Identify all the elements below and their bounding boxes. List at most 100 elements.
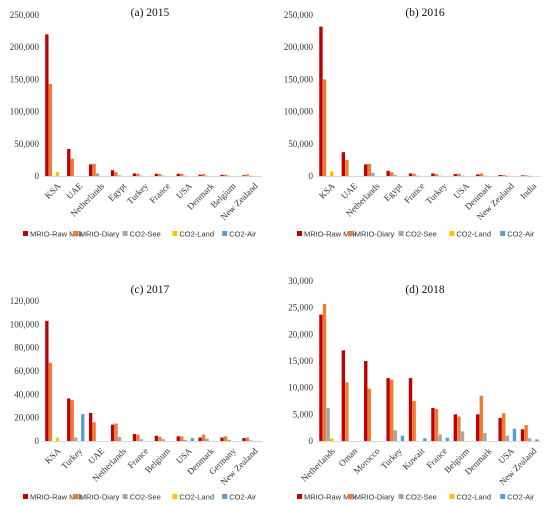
bar xyxy=(154,173,159,176)
bar xyxy=(220,437,224,441)
legend-swatch xyxy=(72,494,78,499)
bar xyxy=(393,175,398,176)
bar xyxy=(92,422,96,441)
legend-label: MRIO-Diary xyxy=(355,230,395,239)
legend-label: MRIO-Diary xyxy=(80,493,120,502)
y-tick-label: 15,000 xyxy=(288,356,313,366)
legend-swatch xyxy=(222,494,228,499)
bar xyxy=(438,175,442,177)
bar xyxy=(55,437,60,441)
y-tick-label: 40,000 xyxy=(14,389,39,399)
y-tick-label: 25,000 xyxy=(288,303,313,313)
legend-label: CO2-See xyxy=(406,230,437,239)
bar xyxy=(245,437,250,441)
y-tick-label: 120,000 xyxy=(10,296,40,306)
chart-title: (c) 2017 xyxy=(131,284,170,296)
bar xyxy=(180,436,184,441)
bar xyxy=(445,437,449,441)
bar xyxy=(117,175,122,176)
bar xyxy=(371,172,375,176)
legend-swatch xyxy=(122,231,128,236)
legend-label: MRIO-Raw Milk xyxy=(30,230,83,239)
bar xyxy=(502,175,506,176)
bar xyxy=(460,175,465,177)
legend-label: CO2-Land xyxy=(456,493,491,502)
y-tick-label: 200,000 xyxy=(284,42,314,52)
bar xyxy=(329,438,334,441)
legend-label: CO2-Air xyxy=(229,230,257,239)
bar xyxy=(386,170,390,176)
y-tick-label: 250,000 xyxy=(10,10,40,20)
x-tick-label: Turkey xyxy=(125,181,151,207)
x-tick-label: Egypt xyxy=(382,181,405,204)
bar xyxy=(67,148,71,176)
chart-title: (d) 2018 xyxy=(405,284,445,296)
bar xyxy=(223,174,228,176)
bar xyxy=(205,175,209,177)
bar xyxy=(139,175,144,177)
bar xyxy=(249,175,253,177)
bar xyxy=(326,407,330,441)
legend-swatch xyxy=(398,231,404,236)
bar xyxy=(520,175,525,176)
bar xyxy=(67,398,71,441)
bar xyxy=(476,174,480,176)
x-tick-label: Turkey xyxy=(59,446,85,472)
x-tick-label: France xyxy=(148,181,172,205)
x-tick-label: Turkey xyxy=(379,446,405,472)
bar xyxy=(110,424,115,441)
y-tick-label: 0 xyxy=(35,436,40,446)
bar xyxy=(139,439,144,441)
bar xyxy=(55,172,60,176)
legend-swatch xyxy=(347,231,353,236)
bar xyxy=(364,164,368,176)
bar xyxy=(74,437,78,441)
bar xyxy=(476,414,480,441)
bar xyxy=(45,34,49,176)
bar xyxy=(453,174,458,176)
bar xyxy=(245,174,250,176)
legend-swatch xyxy=(172,231,178,236)
bar xyxy=(434,174,439,176)
legend-swatch xyxy=(23,494,28,499)
bar xyxy=(45,320,49,441)
legend-label: CO2-Land xyxy=(179,493,214,502)
x-tick-label: KSA xyxy=(43,181,63,201)
bar xyxy=(319,314,323,441)
bar xyxy=(505,435,510,441)
bar xyxy=(408,378,413,441)
legend-label: MRIO-Diary xyxy=(355,493,395,502)
bar xyxy=(96,173,100,176)
bar xyxy=(114,172,118,176)
bar xyxy=(154,435,159,441)
bar xyxy=(431,173,435,176)
bar xyxy=(483,175,487,177)
legend-swatch xyxy=(172,494,178,499)
bar xyxy=(70,158,74,176)
bar xyxy=(132,434,137,441)
bar xyxy=(329,171,334,176)
bar xyxy=(341,152,346,176)
bar xyxy=(223,436,228,441)
bar xyxy=(183,439,187,441)
y-tick-label: 0 xyxy=(309,171,314,181)
bar xyxy=(117,436,122,441)
bar xyxy=(88,413,93,441)
bar xyxy=(158,436,162,441)
bar xyxy=(416,175,420,177)
legend-swatch xyxy=(500,231,506,236)
bar xyxy=(457,173,461,176)
bar xyxy=(367,163,372,176)
bar xyxy=(92,163,96,176)
bar xyxy=(220,174,224,176)
chart-title: (b) 2016 xyxy=(405,7,445,19)
bar xyxy=(400,435,405,441)
bar xyxy=(161,439,166,441)
bar xyxy=(180,173,184,176)
legend-swatch xyxy=(222,231,228,236)
chart-panel-3: (c) 2017 0 20,000 40,000 60,000 80,000 100,000… xyxy=(10,284,262,502)
legend-swatch xyxy=(72,231,78,236)
bar xyxy=(512,428,517,441)
x-tick-label: India xyxy=(518,181,538,201)
